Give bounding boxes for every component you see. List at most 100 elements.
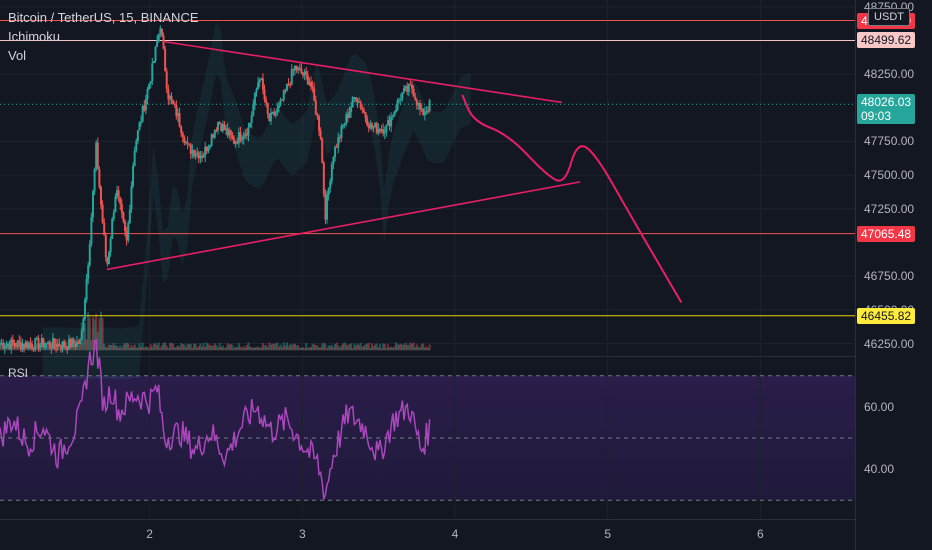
ichimoku-legend[interactable]: Ichimoku: [8, 29, 61, 44]
candle-body: [56, 343, 59, 348]
candle-body: [386, 120, 389, 126]
candle-body: [322, 162, 325, 194]
volume-bar: [399, 343, 402, 351]
candle-body: [5, 344, 8, 347]
candle-body: [114, 196, 117, 213]
candle-body: [217, 122, 220, 131]
candle-body: [99, 186, 102, 205]
candle-body: [205, 146, 208, 152]
candle-body: [90, 217, 93, 245]
volume-bar: [342, 343, 345, 351]
candle-body: [377, 129, 380, 133]
candle-body: [124, 221, 127, 232]
candle-body: [173, 103, 176, 105]
candle-body: [71, 339, 74, 348]
candle-body: [108, 252, 111, 265]
candle-body: [242, 136, 245, 140]
candle-body: [236, 141, 239, 144]
volume-bar: [245, 345, 248, 351]
volume-bar: [122, 344, 125, 351]
volume-bar: [277, 346, 280, 351]
candle-body: [19, 342, 22, 350]
currency-button[interactable]: USDT: [868, 8, 910, 26]
candle-body: [359, 101, 362, 109]
volume-bar: [324, 344, 327, 351]
candle-body: [276, 107, 279, 113]
volume-bar: [338, 347, 341, 351]
candle-body: [293, 65, 296, 71]
volume-bar: [260, 347, 263, 351]
candle-body: [311, 86, 314, 89]
candle-body: [367, 125, 370, 129]
volume-bar: [257, 346, 260, 351]
volume-bar: [419, 347, 422, 351]
candle-body: [172, 99, 175, 104]
candle-body: [112, 212, 115, 219]
candle-body: [67, 339, 70, 350]
candle-body: [282, 90, 285, 100]
candle-body: [310, 81, 313, 87]
volume-bar: [261, 343, 264, 351]
candle-body: [369, 123, 372, 129]
candle-body: [346, 114, 349, 119]
candle-body: [75, 341, 78, 347]
volume-bar: [316, 345, 319, 351]
candle-body: [26, 341, 29, 349]
volume-bar: [111, 344, 114, 351]
candle-body: [111, 218, 114, 239]
price-tick-label: 47250.00: [864, 201, 915, 216]
candle-body: [417, 103, 420, 106]
volume-bar: [271, 343, 274, 351]
volume-bar: [313, 344, 316, 351]
candle-body: [146, 89, 149, 100]
candle-body: [234, 141, 237, 144]
volume-bar: [138, 343, 141, 351]
candle-body: [411, 85, 414, 89]
candle-body: [220, 123, 223, 132]
candle-body: [47, 341, 50, 344]
candle-body: [188, 143, 191, 145]
volume-bar: [160, 345, 163, 351]
candle-body: [61, 341, 64, 349]
candle-body: [265, 99, 268, 103]
candle-body: [314, 100, 317, 115]
volume-bar: [178, 346, 181, 351]
drawings[interactable]: [106, 40, 682, 303]
candle-body: [250, 115, 253, 123]
time-axis[interactable]: 2 3 4 5 6: [0, 520, 855, 550]
candle-body: [350, 107, 353, 112]
candle-body: [329, 181, 332, 189]
candle-body: [285, 83, 288, 91]
volume-bar: [125, 342, 128, 351]
candle-body: [207, 147, 210, 152]
volume-bar: [91, 317, 94, 351]
volume-bar: [281, 346, 284, 351]
volume-bar: [188, 344, 191, 351]
candle-body: [183, 137, 186, 144]
volume-bar: [191, 347, 194, 351]
candle-body: [130, 186, 133, 210]
price-tick-label: 47750.00: [864, 134, 915, 149]
chart-title[interactable]: Bitcoin / TetherUS, 15, BINANCE: [8, 10, 199, 25]
rsi-legend[interactable]: RSI: [8, 366, 29, 380]
rsi-axis[interactable]: 60.00 40.00: [856, 357, 932, 520]
volume-bar: [98, 318, 101, 351]
volume-bar: [165, 345, 168, 351]
candle-body: [407, 84, 410, 93]
time-tick-label: 5: [604, 527, 611, 541]
candle-body: [196, 152, 199, 155]
candle-body: [43, 344, 46, 348]
volume-bar: [225, 347, 228, 351]
candle-body: [273, 111, 276, 116]
volume-legend[interactable]: Vol: [8, 48, 27, 63]
volume-bar: [370, 343, 373, 351]
volume-bar: [120, 348, 123, 351]
volume-bar: [51, 347, 54, 351]
candle-body: [181, 132, 184, 138]
candle-body: [0, 342, 3, 344]
candle-body: [168, 96, 171, 100]
volume-bar: [284, 345, 287, 351]
candle-body: [354, 97, 357, 100]
candle-body: [143, 105, 146, 111]
